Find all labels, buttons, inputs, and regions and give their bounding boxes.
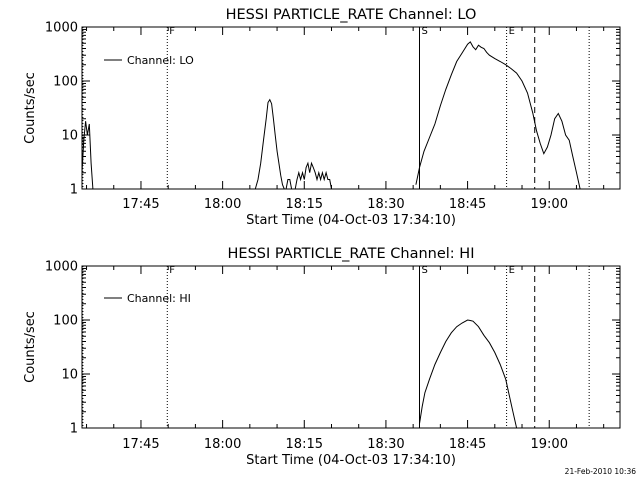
series-line [285,179,293,190]
chart-title: HESSI PARTICLE_RATE Channel: HI [228,246,475,262]
y-tick-label: 1 [70,183,78,198]
series-line [81,121,94,190]
y-axis-label: Counts/sec [23,311,38,383]
y-tick-label: 100 [53,75,78,90]
plot-frame [81,26,621,190]
footer-timestamp: 21-Feb-2010 10:36 [565,467,637,476]
plot-frame [81,265,621,429]
event-marker-label: F [169,265,175,276]
x-tick-label: 18:00 [204,197,241,212]
x-tick-label: 18:15 [286,437,323,452]
legend-label: Channel: LO [127,54,194,67]
x-tick-label: 18:00 [204,437,241,452]
series-line [294,161,332,190]
chart-panel-1: HESSI PARTICLE_RATE Channel: LO 1 10 100 100… [23,7,621,228]
x-tick-label: 18:15 [286,197,323,212]
x-tick-label: 18:45 [449,197,486,212]
y-tick-label: 10 [61,129,78,144]
x-tick-label: 18:30 [367,437,404,452]
event-marker-label: E [509,26,515,37]
x-tick-label: 17:45 [122,197,159,212]
series-line [415,41,581,190]
x-axis-label: Start Time (04-Oct-03 17:34:10) [246,213,456,228]
event-marker-label: F [169,26,175,37]
event-marker-label: S [421,265,427,276]
event-marker-label: E [509,265,515,276]
x-tick-label: 19:00 [531,437,568,452]
series-line [419,319,518,429]
y-tick-label: 1000 [45,21,78,36]
x-tick-label: 17:45 [122,437,159,452]
series-line [254,98,285,190]
event-marker-label: S [421,26,427,37]
x-tick-label: 19:00 [531,197,568,212]
y-tick-label: 100 [53,314,78,329]
y-axis-label: Counts/sec [23,72,38,144]
y-tick-label: 10 [61,368,78,383]
y-tick-label: 1000 [45,260,78,275]
x-tick-label: 18:45 [449,437,486,452]
chart-title: HESSI PARTICLE_RATE Channel: LO [226,7,477,23]
chart-panel-2: HESSI PARTICLE_RATE Channel: HI 1 10 100 100… [23,246,621,468]
x-axis-label: Start Time (04-Oct-03 17:34:10) [246,453,456,468]
x-tick-label: 18:30 [367,197,404,212]
legend-label: Channel: HI [127,292,191,305]
y-tick-label: 1 [70,422,78,437]
